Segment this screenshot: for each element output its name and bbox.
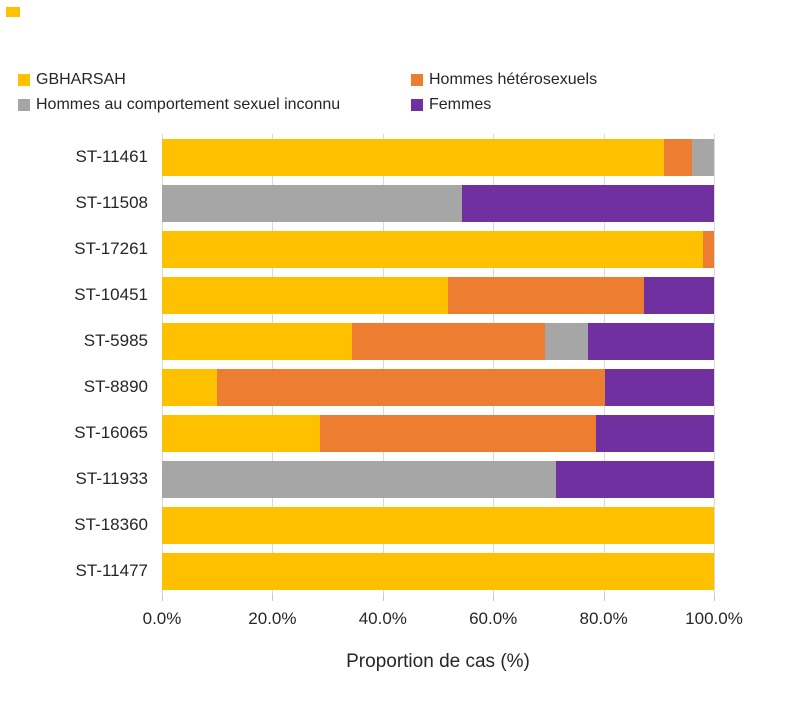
gridline [162, 134, 163, 594]
axis-tick-label: 0.0% [142, 609, 182, 628]
bar-segment-hommes-au-comportement-sexuel-inconnu [162, 460, 557, 498]
gridline [272, 134, 274, 594]
bar-segment-gbharsah [162, 230, 703, 268]
category-label: ST-17261 [74, 239, 148, 258]
category-label: ST-16065 [74, 423, 148, 442]
gridline [493, 134, 495, 594]
category-label: ST-11461 [75, 147, 148, 166]
bar-segment-gbharsah [162, 414, 320, 452]
stacked-bar [162, 552, 714, 590]
stacked-bar [162, 276, 714, 314]
legend-label: GBHARSAH [36, 71, 126, 88]
legend-item: Femmes [411, 94, 658, 116]
stacked-bar [162, 506, 714, 544]
bar-segment-gbharsah [162, 368, 218, 406]
chart-legend: GBHARSAH Hommes hétérosexuels Hommes au co… [18, 69, 658, 116]
bar-row [162, 456, 714, 502]
bar-segment-hommes-h-t-rosexuels [702, 230, 714, 268]
bar-row [162, 180, 714, 226]
legend-label: Femmes [429, 96, 492, 113]
axis-tick-label: 40.0% [358, 609, 407, 628]
stacked-bar [162, 184, 714, 222]
category-label: ST-5985 [83, 331, 148, 350]
category-label: ST-11508 [75, 193, 148, 212]
bar-row [162, 410, 714, 456]
bar-row [162, 548, 714, 594]
category-label: ST-11933 [75, 469, 148, 488]
legend-swatch [411, 74, 423, 86]
bar-segment-femmes [556, 460, 714, 498]
stacked-bar [162, 460, 714, 498]
bar-row [162, 226, 714, 272]
bar-segment-hommes-au-comportement-sexuel-inconnu [162, 184, 462, 222]
axis-tick-label: 100.0% [685, 609, 743, 628]
axis-tick-label: 80.0% [579, 609, 628, 628]
bar-segment-gbharsah [162, 506, 714, 544]
stray-yellow-mark [6, 7, 20, 17]
legend-swatch [18, 74, 30, 86]
bar-segment-hommes-h-t-rosexuels [352, 322, 546, 360]
axis-tick [493, 594, 495, 601]
bar-segment-hommes-au-comportement-sexuel-inconnu [691, 138, 714, 176]
stacked-bar [162, 230, 714, 268]
axis-tick [162, 594, 163, 601]
stacked-bar [162, 138, 714, 176]
stacked-bar [162, 322, 714, 360]
legend-swatch [18, 99, 30, 111]
plot-area [162, 134, 715, 594]
legend-label: Hommes au comportement sexuel inconnu [36, 96, 341, 113]
bar-segment-gbharsah [162, 552, 714, 590]
legend-item: GBHARSAH [18, 69, 411, 91]
bar-row [162, 318, 714, 364]
category-label: ST-18360 [74, 515, 148, 534]
gridline [603, 134, 605, 594]
gridline [382, 134, 384, 594]
bar-segment-hommes-h-t-rosexuels [217, 368, 605, 406]
bar-row [162, 272, 714, 318]
legend-item: Hommes hétérosexuels [411, 69, 658, 91]
bar-segment-femmes [461, 184, 714, 222]
bar-row [162, 134, 714, 180]
stacked-bar [162, 368, 714, 406]
bar-segment-femmes [643, 276, 714, 314]
bar-segment-hommes-h-t-rosexuels [447, 276, 644, 314]
bar-segment-hommes-h-t-rosexuels [319, 414, 596, 452]
axis-tick [714, 594, 715, 601]
legend-label: Hommes hétérosexuels [429, 71, 598, 88]
category-label: ST-8890 [83, 377, 148, 396]
axis-tick [272, 594, 274, 601]
bar-segment-gbharsah [162, 138, 665, 176]
gridline [714, 134, 715, 594]
bar-row [162, 502, 714, 548]
category-label: ST-10451 [74, 285, 148, 304]
category-label: ST-11477 [75, 561, 148, 580]
bar-segment-hommes-au-comportement-sexuel-inconnu [545, 322, 589, 360]
legend-item: Hommes au comportement sexuel inconnu [18, 94, 411, 116]
stacked-bar [162, 414, 714, 452]
bar-row [162, 364, 714, 410]
axis-tick-label: 60.0% [469, 609, 518, 628]
x-axis-title: Proportion de cas (%) [346, 651, 530, 672]
bar-segment-gbharsah [162, 322, 353, 360]
axis-tick [603, 594, 605, 601]
bar-segment-gbharsah [162, 276, 448, 314]
axis-tick-label: 20.0% [248, 609, 297, 628]
bar-segment-femmes [588, 322, 714, 360]
bar-segment-femmes [595, 414, 714, 452]
legend-swatch [411, 99, 423, 111]
axis-tick [382, 594, 384, 601]
bar-segment-hommes-h-t-rosexuels [664, 138, 692, 176]
bar-segment-femmes [604, 368, 714, 406]
